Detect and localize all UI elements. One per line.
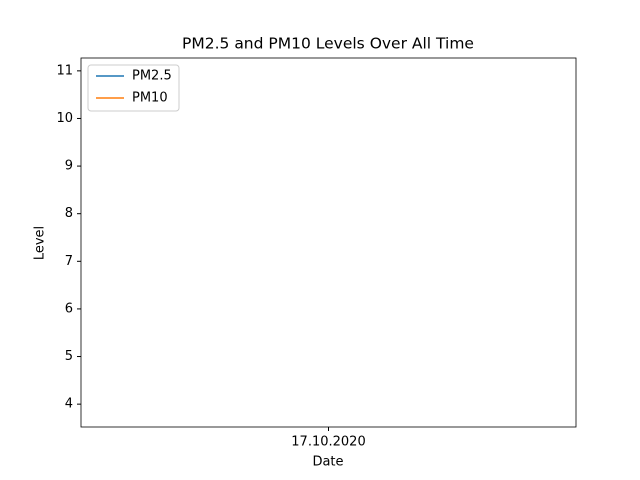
x-axis-label: Date: [312, 455, 343, 470]
x-tick-label: 17.10.2020: [291, 435, 365, 450]
legend-label: PM2.5: [132, 69, 172, 84]
y-tick-label: 7: [65, 254, 73, 269]
y-tick-label: 9: [65, 159, 73, 174]
y-tick-label: 6: [65, 301, 73, 316]
y-axis-label: Level: [33, 226, 48, 260]
chart-title: PM2.5 and PM10 Levels Over All Time: [182, 35, 474, 53]
legend-label: PM10: [132, 91, 168, 106]
y-tick-label: 8: [65, 206, 73, 221]
y-tick-label: 10: [56, 111, 73, 126]
y-tick-label: 11: [56, 63, 73, 78]
y-tick-label: 4: [65, 397, 73, 412]
y-tick-label: 5: [65, 349, 73, 364]
plot-frame: [80, 57, 577, 428]
